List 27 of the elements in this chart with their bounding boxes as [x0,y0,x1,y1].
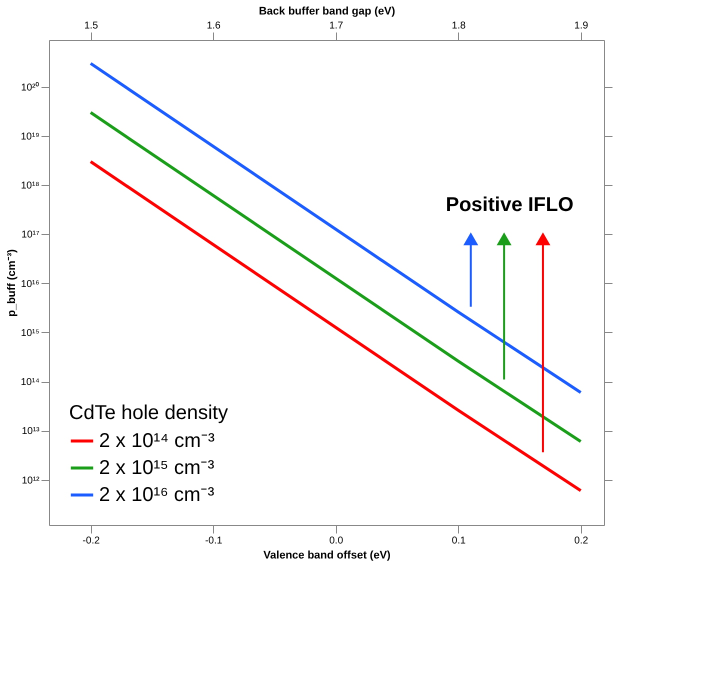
x-tick-label: 0.0 [329,536,344,546]
y-axis-title: p_buff (cm⁻³) [6,248,18,317]
y-tick-label: 10¹⁴ [20,377,40,388]
x2-tick-label: 1.6 [206,20,222,32]
x-tick-label: 0.2 [574,536,589,546]
legend-title: CdTe hole density [69,402,228,424]
y-tick-label: 10¹⁹ [20,131,40,142]
x2-axis-title: Back buffer band gap (eV) [258,6,396,18]
y-tick-label: 10²⁰ [21,81,40,94]
x2-tick-label: 1.9 [574,20,589,32]
annotation: Positive IFLO [446,194,574,216]
y-tick-label: 10¹² [22,475,40,486]
y-tick-label: 10¹⁶ [20,278,40,290]
y-tick-label: 10¹⁵ [20,328,40,339]
y-tick-label: 10¹³ [22,426,40,438]
x2-tick-label: 1.5 [84,20,99,32]
legend-label: 2 x 10¹⁴ cm⁻³ [99,430,215,452]
x2-tick-label: 1.7 [329,20,344,32]
y-tick-label: 10¹⁸ [20,180,40,192]
x-tick-label: -0.2 [82,536,100,546]
x-tick-label: 0.1 [452,536,466,546]
x-axis-title: Valence band offset (eV) [263,550,391,562]
x2-tick-label: 1.8 [452,20,466,32]
x-tick-label: -0.1 [205,536,223,546]
y-tick-label: 10¹⁷ [21,230,40,241]
legend-label: 2 x 10¹⁶ cm⁻³ [99,484,215,506]
legend-label: 2 x 10¹⁵ cm⁻³ [99,457,215,479]
